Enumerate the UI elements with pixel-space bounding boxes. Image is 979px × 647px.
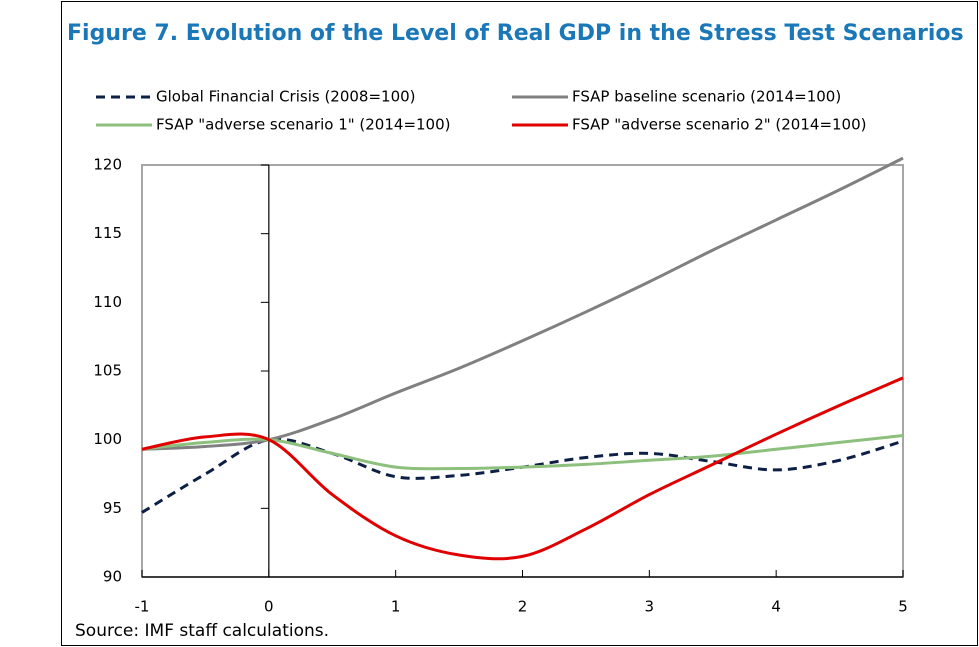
- legend-label: FSAP "adverse scenario 2" (2014=100): [572, 116, 867, 134]
- x-tick-label: 1: [391, 598, 401, 616]
- chart-title: Figure 7. Evolution of the Level of Real…: [67, 21, 964, 46]
- x-tick-label: 5: [898, 598, 908, 616]
- x-tick-label: 3: [645, 598, 655, 616]
- y-tick-label: 105: [93, 362, 122, 380]
- x-tick-label: 0: [264, 598, 274, 616]
- y-tick-label: 110: [93, 293, 122, 311]
- y-tick-label: 120: [93, 156, 122, 174]
- x-tick-label: 4: [771, 598, 781, 616]
- y-tick-label: 100: [93, 430, 122, 448]
- legend-label: FSAP baseline scenario (2014=100): [572, 88, 841, 106]
- y-tick-label: 90: [103, 568, 122, 586]
- plot-border: [141, 164, 904, 578]
- x-tick-label: -1: [135, 598, 150, 616]
- y-tick-label: 115: [93, 224, 122, 242]
- x-tick-label: 2: [518, 598, 528, 616]
- series-line: [141, 376, 904, 561]
- series-line: [141, 156, 904, 451]
- legend-label: FSAP "adverse scenario 1" (2014=100): [156, 116, 451, 134]
- y-tick-label: 95: [103, 499, 122, 517]
- figure-border: [61, 1, 978, 646]
- source-note: Source: IMF staff calculations.: [75, 621, 329, 641]
- legend-label: Global Financial Crisis (2008=100): [156, 88, 416, 106]
- series-line: [141, 437, 904, 514]
- series-line: [141, 434, 904, 471]
